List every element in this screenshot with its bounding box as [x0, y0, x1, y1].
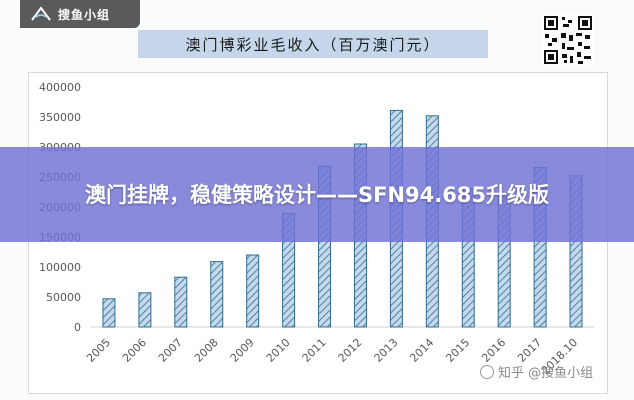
bar-2006 [138, 292, 152, 328]
headline-text: 澳门挂牌，稳健策略设计——SFN94.685升级版 [84, 182, 550, 207]
brand-logo-text: 搜鱼小组 [58, 7, 111, 22]
bar-2008 [210, 261, 224, 328]
bar-2005 [102, 298, 116, 328]
bar-2007 [174, 276, 188, 328]
x-tick-label: 2006 [120, 336, 149, 365]
y-tick-label: 0 [74, 321, 81, 334]
x-tick-label: 2010 [264, 336, 293, 365]
y-tick-label: 400000 [39, 81, 81, 94]
watermark-text: 知乎 @搜鱼小组 [498, 366, 594, 381]
x-tick-label: 2013 [372, 336, 401, 365]
x-tick-label: 2012 [336, 336, 365, 365]
brand-mark-icon [31, 6, 51, 21]
x-tick-label: 2015 [443, 336, 472, 365]
x-tick-label: 2005 [84, 336, 113, 365]
x-tick-label: 2014 [407, 336, 436, 365]
y-tick-label: 50000 [46, 291, 81, 304]
chart-title-banner: 澳门博彩业毛收入（百万澳门元） [138, 30, 488, 58]
headline-overlay: 澳门挂牌，稳健策略设计——SFN94.685升级版 [0, 147, 634, 242]
y-tick-label: 100000 [39, 261, 81, 274]
zhihu-icon [480, 364, 494, 379]
x-tick-label: 2008 [192, 336, 221, 365]
x-tick-label: 2007 [156, 336, 185, 365]
x-tick-label: 2016 [479, 336, 508, 365]
x-tick-label: 2009 [228, 336, 257, 365]
source-watermark: 知乎 @搜鱼小组 [480, 362, 593, 381]
x-tick-label: 2017 [515, 336, 544, 365]
bar-2009 [246, 254, 260, 328]
y-tick-label: 350000 [39, 111, 81, 124]
x-tick-label: 2011 [300, 336, 329, 365]
brand-logo: 搜鱼小组 [20, 0, 140, 28]
qr-code-icon [542, 14, 594, 66]
chart-title: 澳门博彩业毛收入（百万澳门元） [185, 35, 441, 54]
